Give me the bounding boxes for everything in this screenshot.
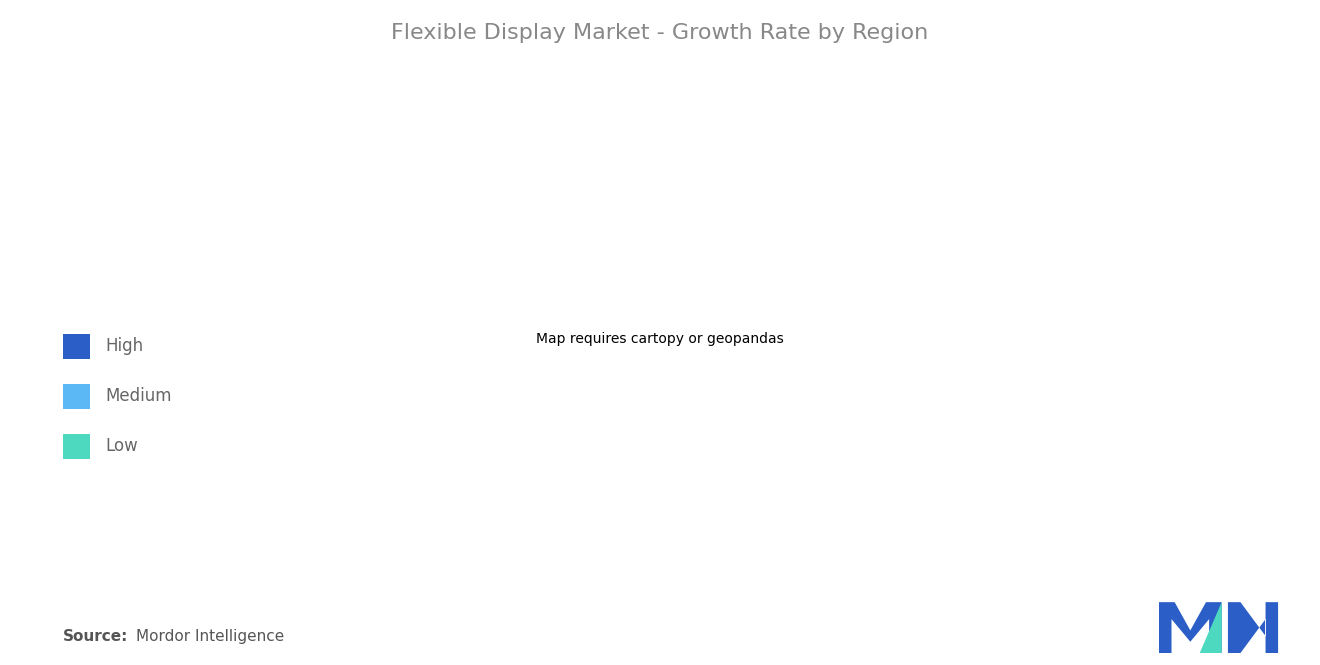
Text: Low: Low [106,437,139,456]
Text: Source:: Source: [63,628,129,644]
Polygon shape [1159,602,1221,653]
Polygon shape [1200,602,1221,653]
Text: Medium: Medium [106,387,172,406]
Text: Map requires cartopy or geopandas: Map requires cartopy or geopandas [536,332,784,346]
Text: Mordor Intelligence: Mordor Intelligence [136,628,284,644]
Polygon shape [1228,602,1278,653]
Text: Flexible Display Market - Growth Rate by Region: Flexible Display Market - Growth Rate by… [391,23,929,43]
Text: High: High [106,337,144,356]
